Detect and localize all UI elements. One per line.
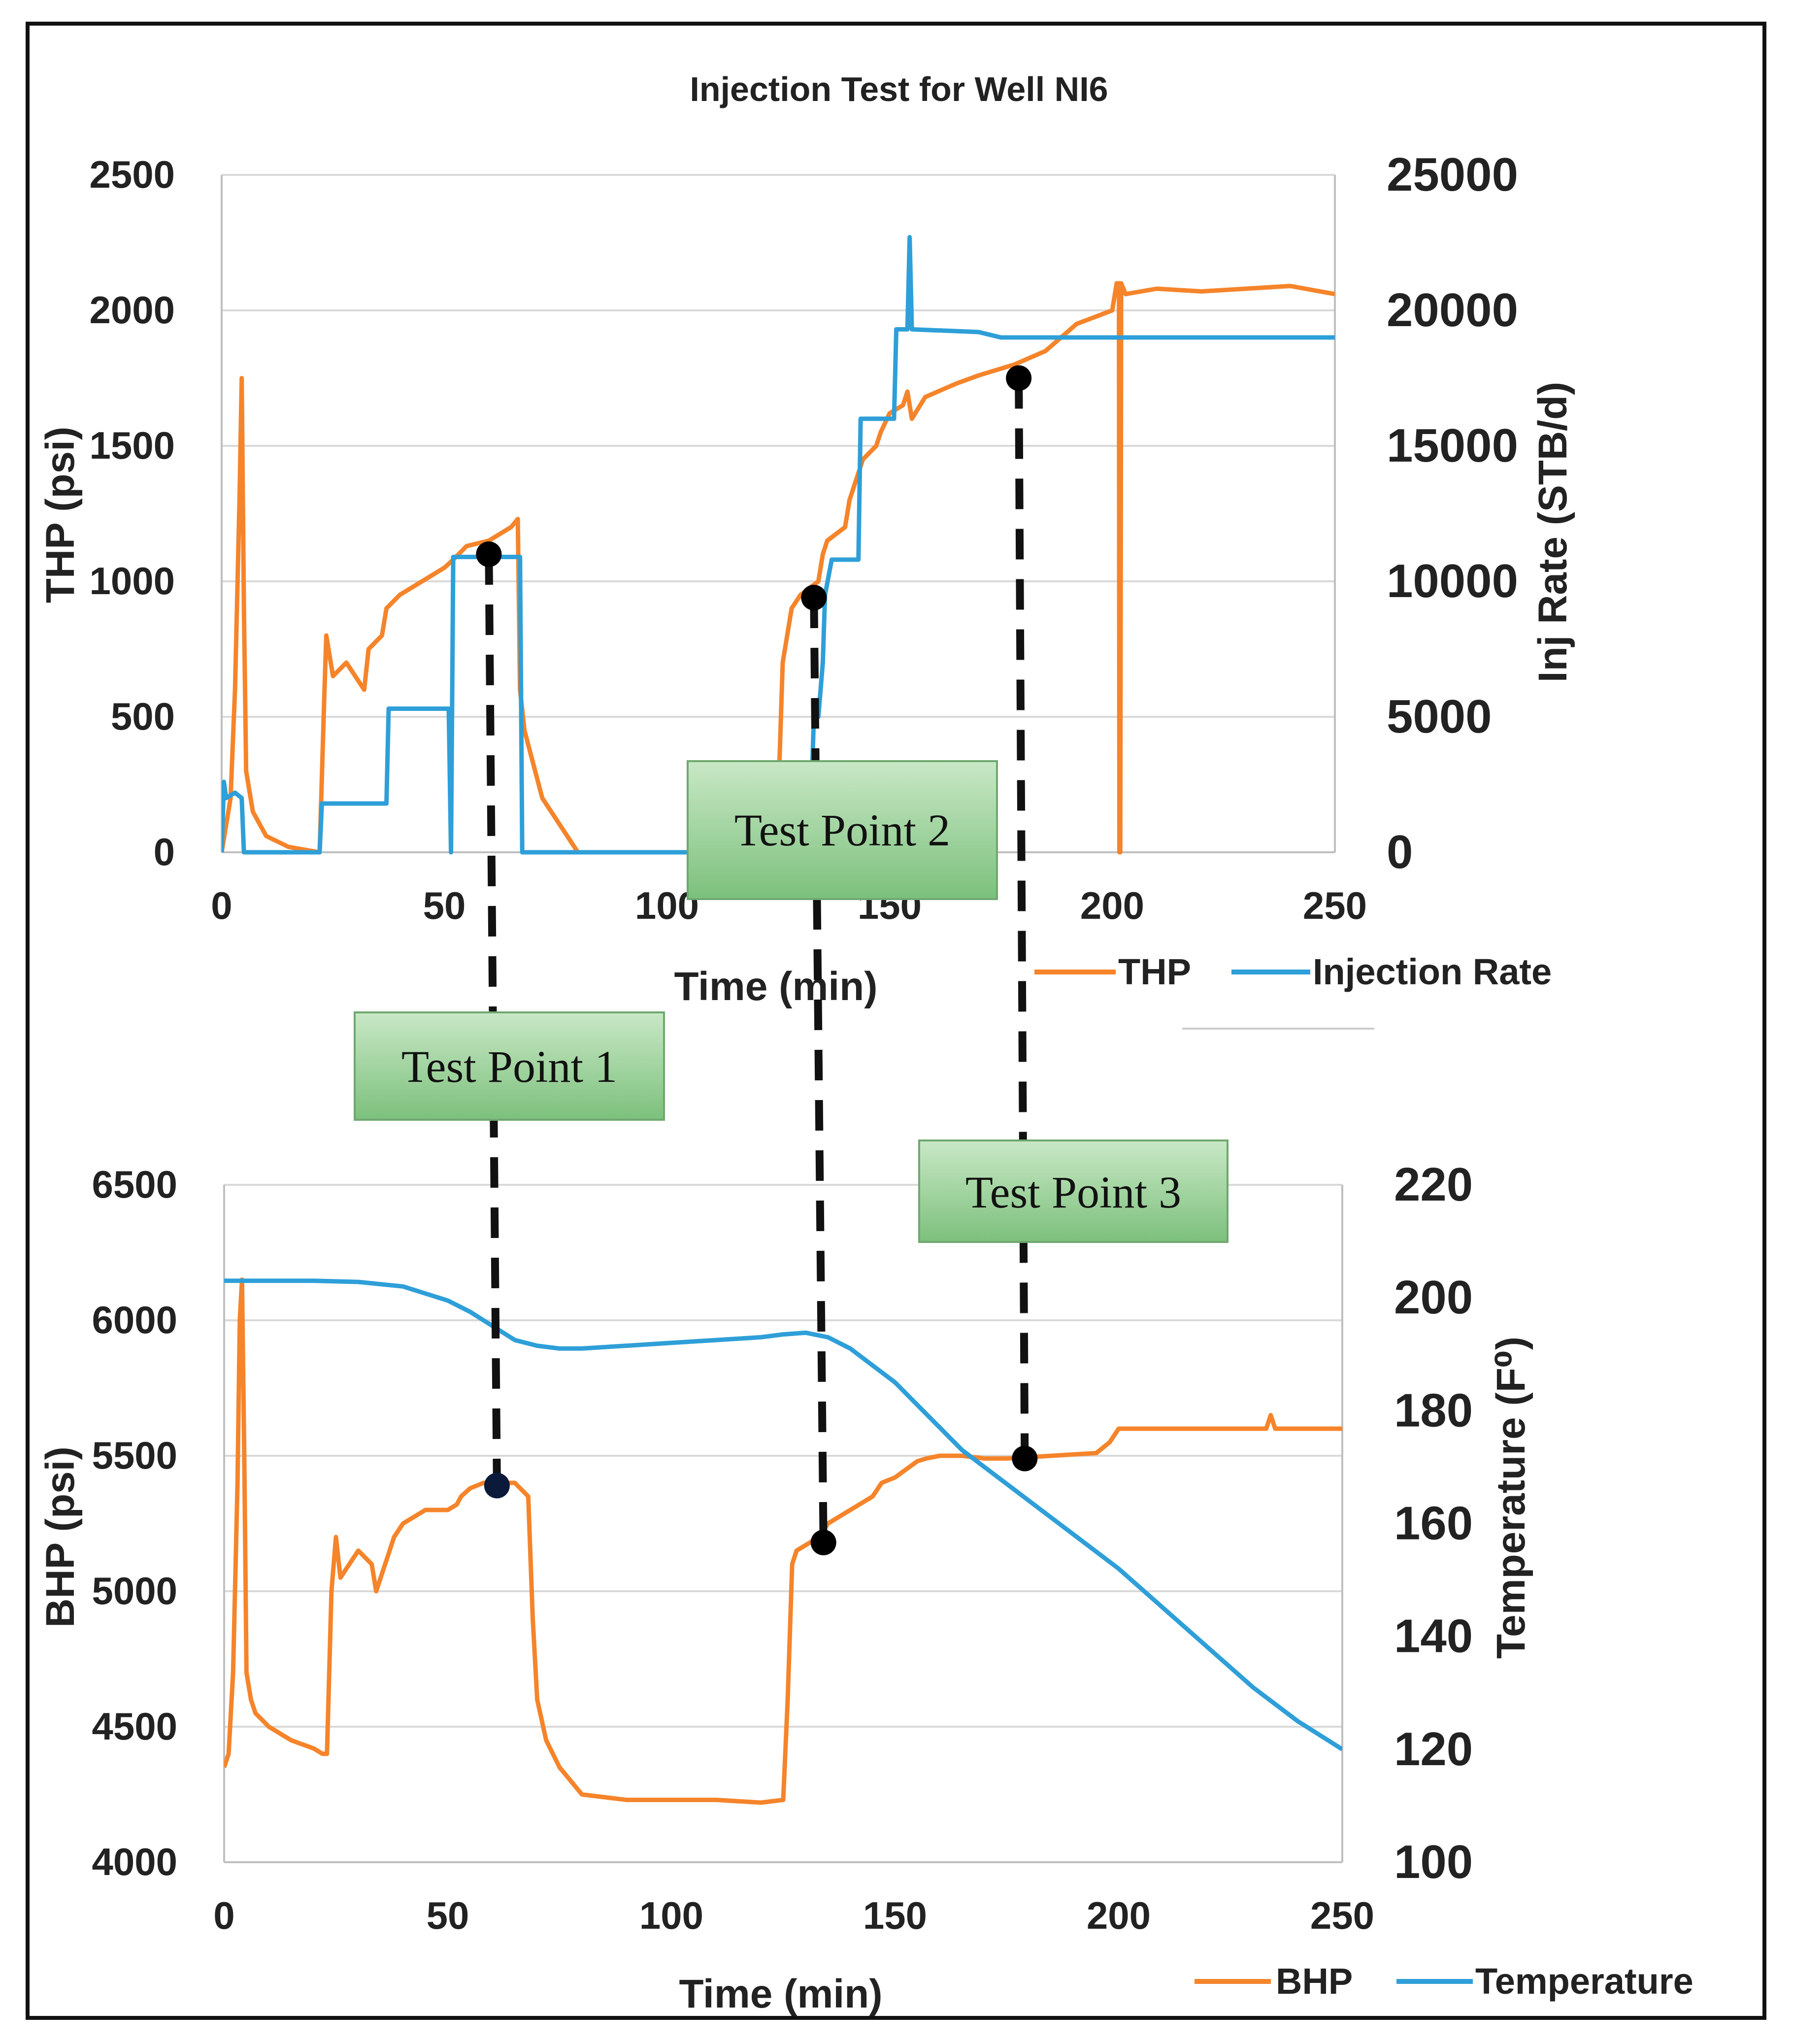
bottom-y2-tick-label: 120 [1394, 1723, 1473, 1776]
bottom-y-tick-label: 6500 [92, 1163, 177, 1206]
callout-test-point-2-label: Test Point 2 [734, 805, 950, 855]
bottom-chart-axes [223, 1185, 1343, 1863]
callout-test-point-3-label: Test Point 3 [965, 1167, 1181, 1217]
bottom-y2-tick-label: 220 [1394, 1158, 1473, 1211]
top-x-tick-label: 0 [211, 884, 232, 927]
bottom-y2-tick-label: 100 [1394, 1836, 1473, 1888]
bottom-x-tick-label: 100 [639, 1894, 703, 1937]
bottom-x-tick-label: 200 [1087, 1894, 1151, 1937]
callout-test-point-3: Test Point 3 [918, 1139, 1229, 1243]
test-point-2-connector [810, 597, 828, 1543]
top-y-tick-label: 1500 [89, 424, 175, 467]
callout-test-point-2: Test Point 2 [687, 760, 998, 900]
top-chart-title: Injection Test for Well NI6 [690, 70, 1108, 108]
bottom-y2-tick-label: 180 [1394, 1384, 1473, 1437]
bottom-x-tick-label: 50 [427, 1894, 469, 1937]
bottom-test-point-1-marker [484, 1473, 510, 1499]
bottom-test-point-2-marker [810, 1530, 836, 1555]
legend-injection-rate-label: Injection Rate [1313, 951, 1552, 992]
top-test-point-3-marker [1006, 365, 1032, 391]
top-thp-series-line [222, 281, 1335, 855]
legend-bhp-label: BHP [1276, 1961, 1353, 2002]
test-point-3-connector [1015, 378, 1029, 1459]
top-test-point-2-marker [801, 585, 827, 610]
bottom-chart-ticks: 0 50 100 150 200 250 4000 4500 5000 5500 6000 6500 1… [92, 1158, 1473, 1937]
top-chart-xlabel: Time (min) [674, 964, 877, 1009]
top-y2-tick-label: 20000 [1387, 284, 1518, 336]
top-y2-tick-label: 10000 [1387, 555, 1518, 607]
bottom-y2-tick-label: 160 [1394, 1497, 1473, 1550]
top-y2-tick-label: 5000 [1387, 690, 1492, 743]
top-y2-tick-label: 15000 [1387, 419, 1518, 472]
bottom-x-tick-label: 250 [1310, 1894, 1374, 1937]
bottom-y-tick-label: 4500 [92, 1705, 177, 1748]
bottom-test-point-3-marker [1012, 1445, 1038, 1472]
legend-temperature-label: Temperature [1475, 1961, 1693, 2002]
bottom-y2-tick-label: 140 [1394, 1610, 1473, 1663]
top-chart-ylabel: THP (psi) [38, 427, 83, 603]
bottom-chart-ylabel: BHP (psi) [38, 1446, 83, 1628]
top-chart-ticks: 0 50 100 150 200 2500500100015002000250005000… [89, 148, 1518, 927]
bottom-chart-y2label: Temperature (F⁰) [1489, 1337, 1533, 1659]
top-y-tick-label: 500 [111, 695, 175, 738]
top-y-tick-label: 2000 [89, 288, 175, 332]
top-y-tick-label: 1000 [89, 559, 175, 603]
top-y2-tick-label: 25000 [1387, 148, 1518, 201]
top-x-tick-label: 200 [1080, 884, 1144, 927]
bottom-chart-xlabel: Time (min) [679, 1972, 882, 2016]
top-y-tick-label: 0 [154, 830, 175, 873]
bottom-temperature-series-line [224, 1278, 1342, 1751]
bottom-y-tick-label: 5000 [92, 1569, 177, 1612]
callout-test-point-1-label: Test Point 1 [401, 1041, 617, 1092]
top-x-tick-label: 50 [423, 884, 466, 927]
bottom-x-tick-label: 150 [863, 1894, 927, 1937]
top-chart-y2label: Inj Rate (STB/d) [1530, 382, 1575, 682]
bottom-y2-tick-label: 200 [1394, 1271, 1473, 1324]
test-point-markers [476, 365, 1038, 1555]
callout-test-point-1: Test Point 1 [354, 1011, 665, 1121]
bottom-y-tick-label: 4000 [92, 1840, 177, 1883]
figure-border [26, 22, 1766, 2020]
top-test-point-1-marker [476, 541, 502, 567]
bottom-y-tick-label: 5500 [92, 1434, 177, 1477]
top-y2-tick-label: 0 [1387, 826, 1413, 878]
bottom-x-tick-label: 0 [213, 1894, 234, 1937]
legend-thp-label: THP [1118, 951, 1191, 992]
bottom-y-tick-label: 6000 [92, 1298, 177, 1341]
top-y-tick-label: 2500 [89, 153, 175, 196]
top-x-tick-label: 250 [1303, 884, 1367, 927]
